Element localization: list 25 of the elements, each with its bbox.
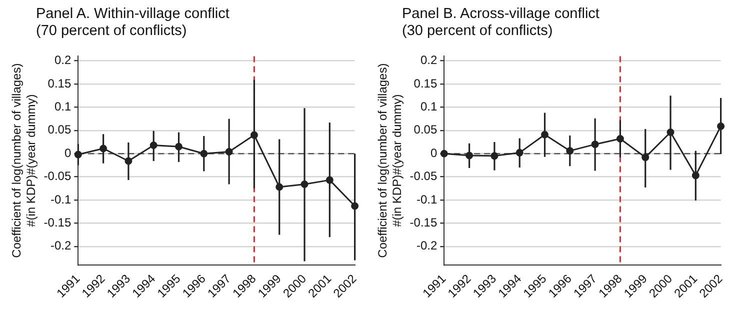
y-axis-title: Coefficient of log(number of villages) #(in KDP)#(year dummy): [10, 63, 38, 258]
y-tick-label: 0.1: [54, 100, 72, 114]
y-tick-label: -0.15: [44, 216, 72, 230]
chart-subtitle: (70 percent of conflicts): [36, 23, 188, 40]
y-tick-label: 0.1: [420, 100, 438, 114]
y-tick-label: -0.1: [416, 192, 438, 206]
y-axis-title: Coefficient of log(number of villages) #(in KDP)#(year dummy): [376, 63, 404, 258]
y-tick-label: 0.05: [414, 122, 438, 137]
y-tick-label: -0.15: [410, 216, 438, 230]
point: [440, 150, 448, 158]
y-tick-label: -0.2: [50, 238, 72, 253]
chart-subtitle: (30 percent of conflicts): [402, 23, 554, 40]
y-tick-label: 0.2: [54, 53, 72, 68]
y-tick-label: -0.1: [50, 192, 72, 206]
y-tick-label: -0.2: [416, 238, 438, 253]
y-tick-label: -0.05: [410, 169, 438, 184]
y-tick-label: 0: [430, 146, 438, 160]
chart-title: Panel B. Across-village conflict: [402, 6, 600, 23]
y-tick-label: 0.15: [48, 76, 72, 90]
chart-title: Panel A. Within-village conflict: [36, 6, 230, 23]
y-tick-label: -0.05: [44, 169, 72, 184]
y-tick-label: 0.15: [414, 76, 438, 90]
y-tick-label: 0: [64, 146, 72, 160]
y-tick-label: 0.2: [420, 53, 438, 68]
y-tick-label: 0.05: [48, 122, 72, 137]
